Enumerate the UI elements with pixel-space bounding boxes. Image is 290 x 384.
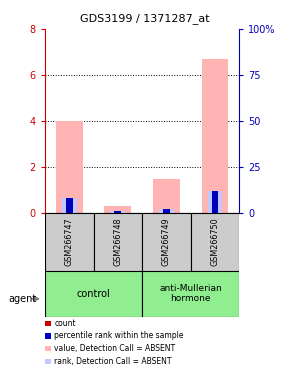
Text: percentile rank within the sample: percentile rank within the sample	[54, 331, 184, 341]
Text: control: control	[77, 289, 110, 299]
Bar	[110, 211, 125, 213]
Bar	[115, 211, 121, 213]
Bar	[142, 271, 239, 317]
Bar	[163, 209, 170, 213]
Bar	[212, 191, 218, 213]
Text: GDS3199 / 1371287_at: GDS3199 / 1371287_at	[80, 13, 210, 24]
Bar	[62, 199, 77, 213]
Bar	[202, 59, 228, 213]
Text: count: count	[54, 319, 76, 328]
Text: GSM266748: GSM266748	[113, 218, 122, 266]
Bar	[66, 199, 72, 213]
Bar	[142, 213, 191, 271]
Text: anti-Mullerian
hormone: anti-Mullerian hormone	[159, 284, 222, 303]
Text: rank, Detection Call = ABSENT: rank, Detection Call = ABSENT	[54, 357, 172, 366]
Text: GSM266750: GSM266750	[211, 218, 220, 266]
Text: GSM266747: GSM266747	[65, 218, 74, 266]
Bar	[153, 179, 180, 213]
Text: agent: agent	[9, 294, 37, 304]
Bar	[45, 271, 142, 317]
Bar	[191, 213, 239, 271]
Bar	[56, 121, 83, 213]
Text: GSM266749: GSM266749	[162, 218, 171, 266]
Bar	[159, 209, 174, 213]
Bar	[104, 206, 131, 213]
Bar	[93, 213, 142, 271]
Bar	[45, 213, 93, 271]
Bar	[208, 191, 222, 213]
Text: value, Detection Call = ABSENT: value, Detection Call = ABSENT	[54, 344, 175, 353]
